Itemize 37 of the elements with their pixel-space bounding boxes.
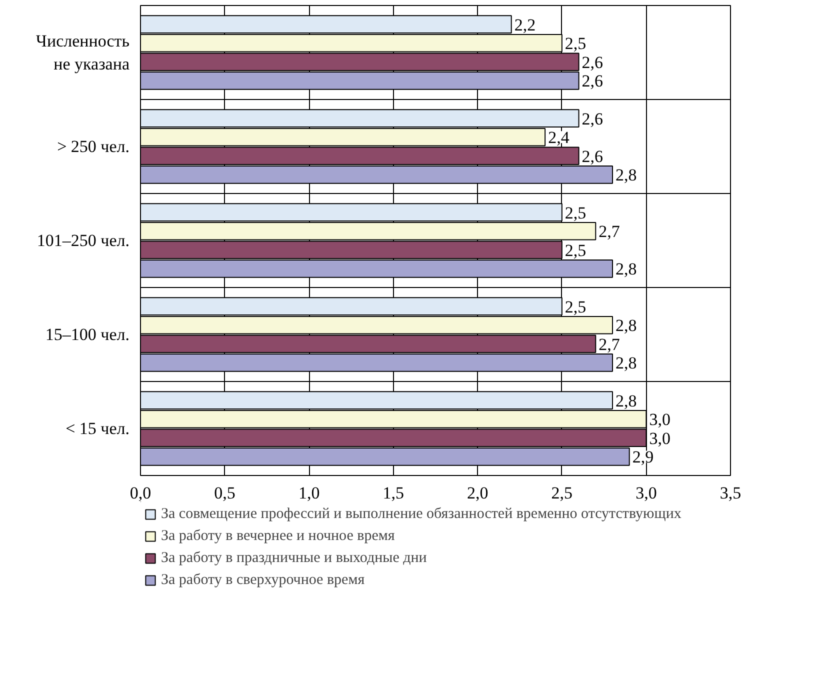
data-label: 2,5 (564, 240, 586, 260)
data-label: 2,6 (582, 72, 604, 91)
data-label: 3,0 (649, 410, 670, 430)
legend-label: За работу в вечернее и ночное время (161, 527, 395, 545)
data-label: 2,7 (598, 334, 620, 354)
y-tick-label: 15–100 чел. (45, 325, 130, 344)
x-tick-label: 0,0 (130, 484, 152, 502)
data-label: 2,8 (616, 260, 637, 279)
x-tick-label: 1,0 (298, 484, 320, 502)
legend-label: За работу в сверхурочное время (161, 571, 365, 589)
data-label: 2,5 (564, 297, 586, 316)
y-tick-label: > 250 чел. (57, 137, 130, 156)
x-tick-label: 2,5 (551, 484, 573, 502)
data-label: 3,0 (649, 428, 670, 448)
x-tick-label: 3,0 (636, 484, 657, 502)
data-label: 2,5 (564, 203, 586, 222)
x-tick-label: 3,5 (720, 484, 742, 502)
y-tick-label: 101–250 чел. (36, 231, 130, 250)
data-label: 2,6 (582, 109, 604, 128)
data-label: 2,8 (616, 316, 637, 336)
data-label: 2,4 (548, 128, 570, 148)
x-tick-label: 1,5 (382, 484, 404, 502)
data-label: 2,8 (616, 391, 637, 410)
data-label: 2,2 (514, 15, 536, 34)
data-label: 2,9 (632, 448, 654, 467)
y-tick-label: < 15 чел. (66, 419, 130, 438)
data-label: 2,6 (582, 146, 604, 166)
x-tick-label: 0,5 (214, 484, 236, 502)
legend-label: За совмещение профессий и выполнение обязанностей временно отсутствующих (161, 505, 682, 523)
data-label: 2,7 (598, 222, 620, 242)
data-label: 2,8 (616, 354, 637, 373)
data-label: 2,8 (616, 166, 637, 185)
y-tick-label: Численность не указана (36, 32, 130, 74)
data-label: 2,6 (582, 52, 604, 72)
legend-label: За работу в праздничные и выходные дни (161, 549, 427, 567)
x-tick-label: 2,0 (467, 484, 488, 502)
data-label: 2,5 (564, 34, 586, 54)
